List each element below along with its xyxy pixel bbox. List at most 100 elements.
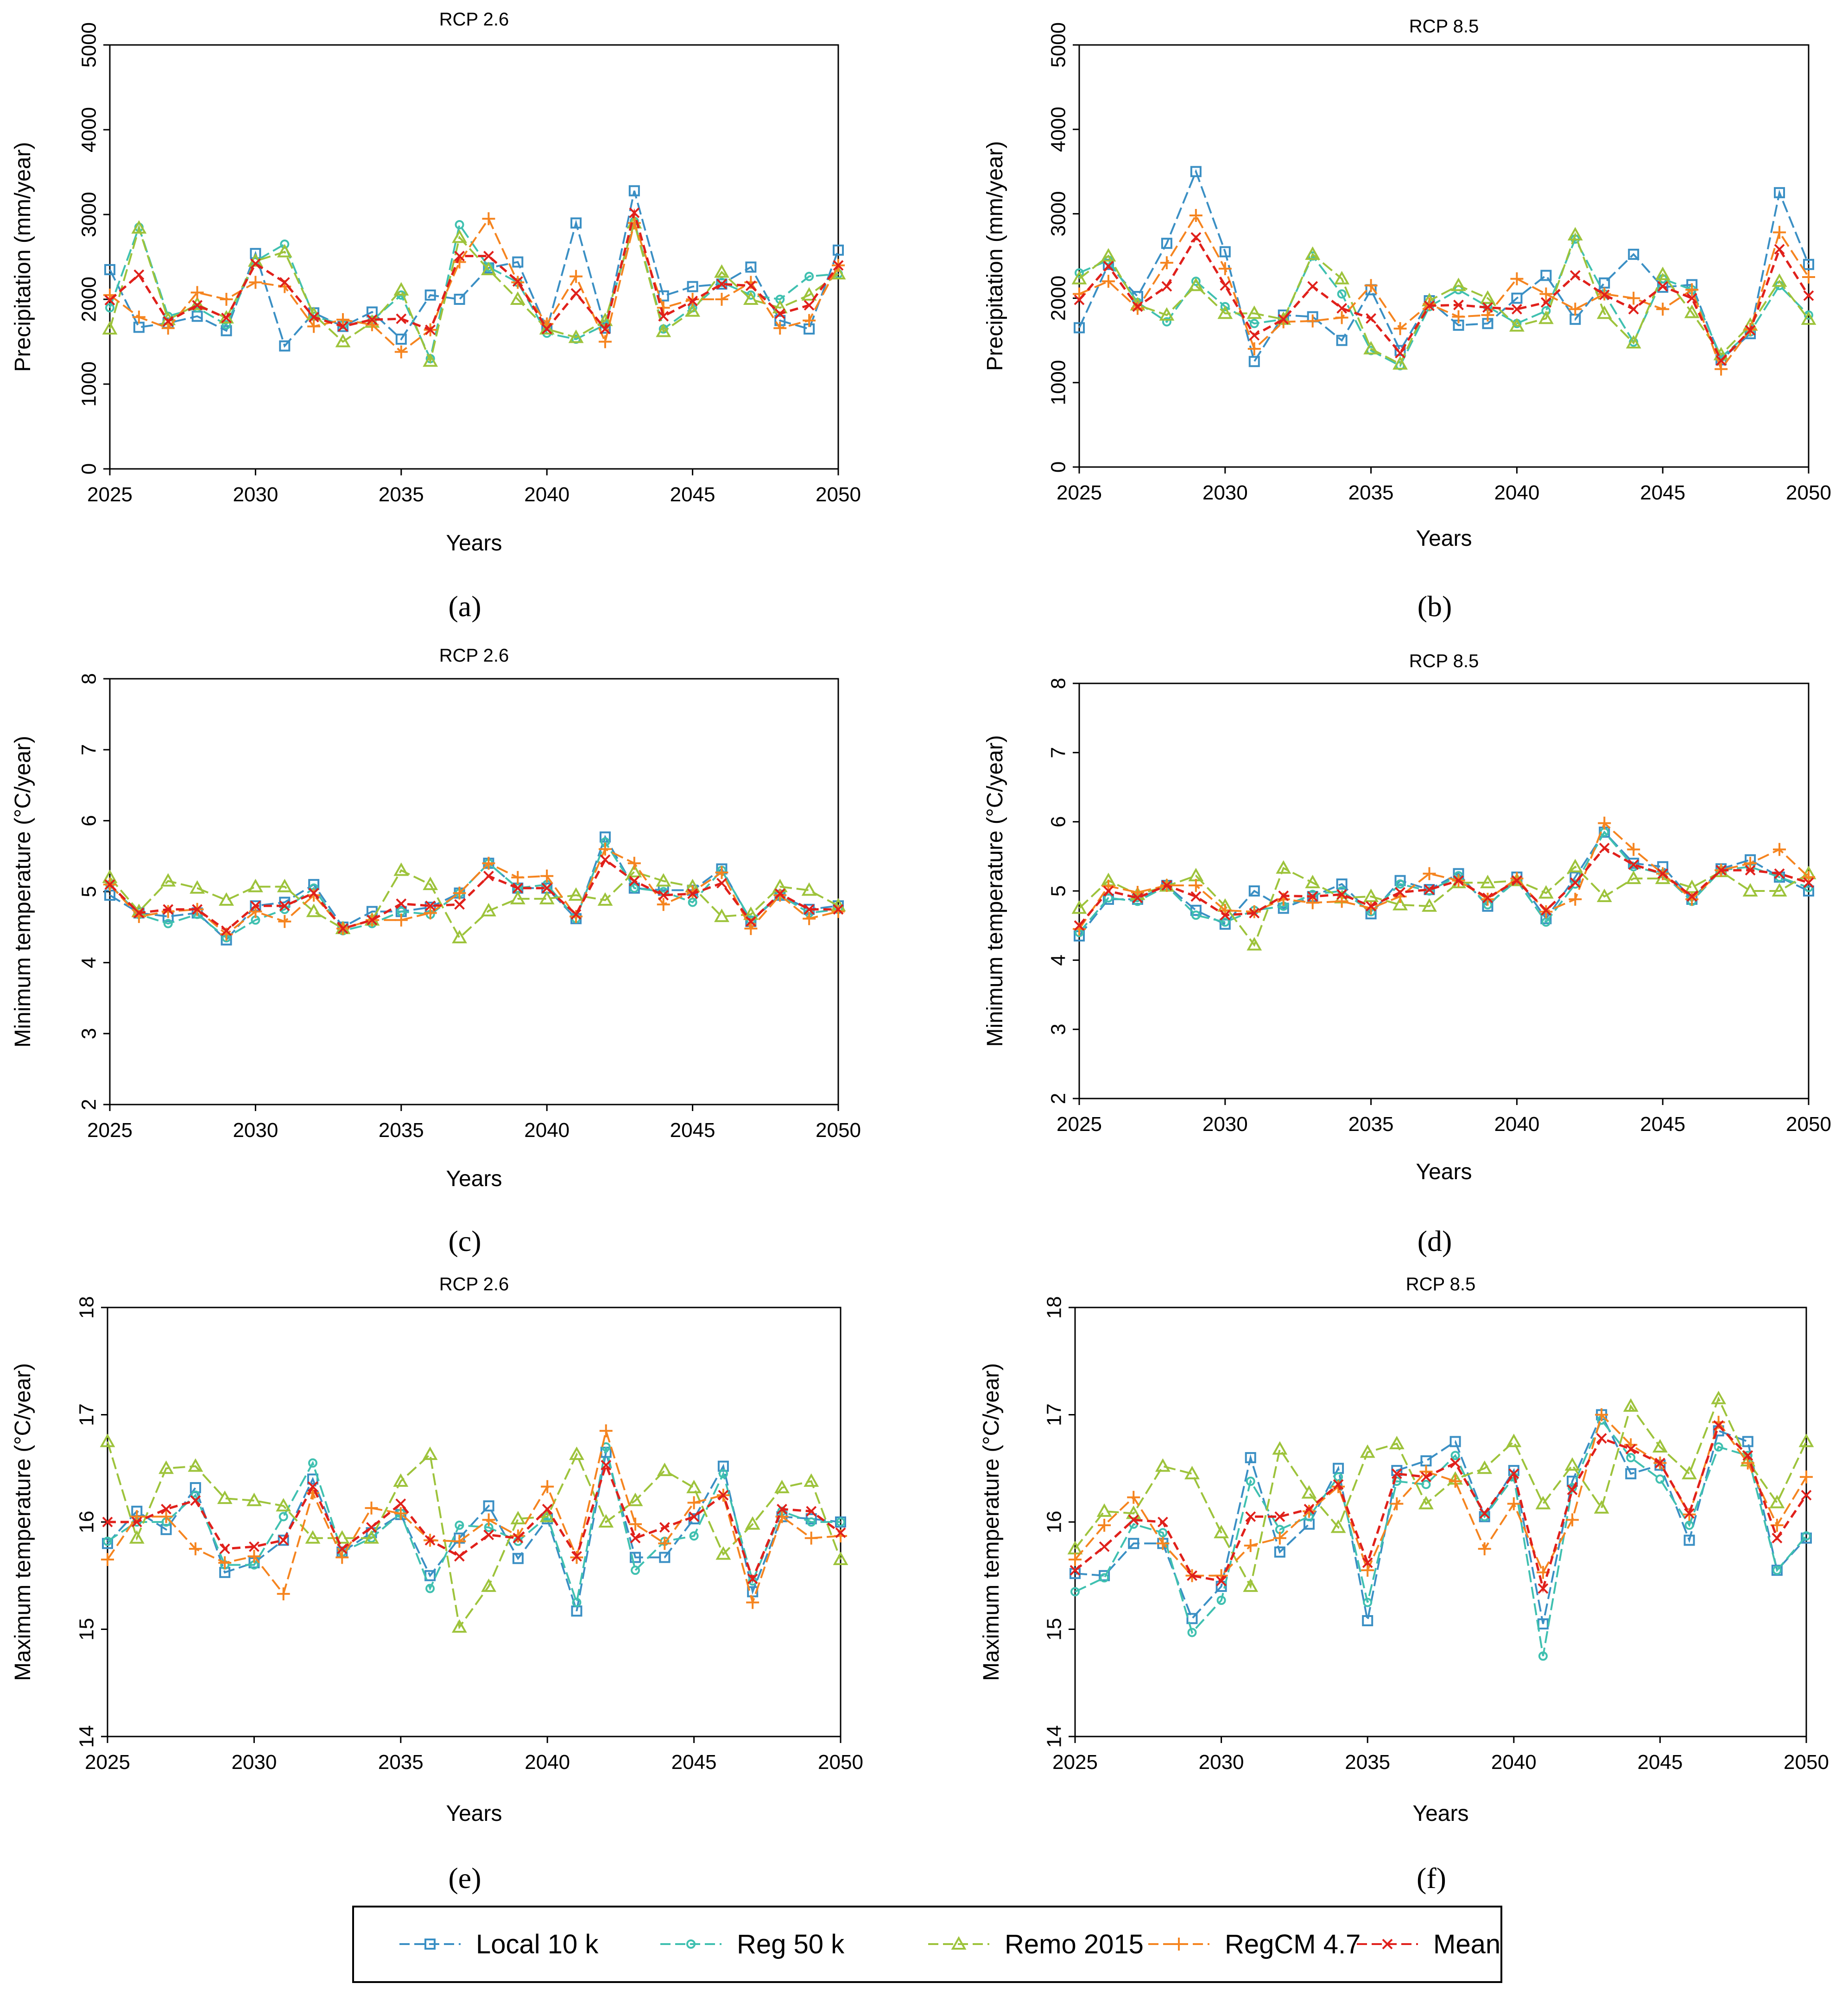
data-point — [835, 1527, 846, 1538]
y-tick-label: 4 — [78, 957, 101, 968]
data-point — [689, 1511, 700, 1522]
data-point — [1511, 292, 1523, 304]
data-point — [1715, 355, 1727, 366]
series-line — [109, 847, 839, 935]
data-point — [278, 1512, 288, 1522]
data-point — [1594, 1500, 1609, 1514]
data-point — [570, 909, 582, 920]
data-point — [1538, 885, 1554, 899]
data-point — [541, 883, 552, 894]
data-point — [1161, 238, 1172, 249]
data-point — [1628, 248, 1639, 260]
data-point — [1336, 889, 1348, 900]
data-point — [510, 291, 525, 305]
data-point — [396, 313, 407, 324]
data-point — [659, 1552, 671, 1563]
y-tick-label: 4000 — [1047, 107, 1070, 152]
data-point — [452, 229, 467, 243]
data-point — [1306, 896, 1319, 909]
data-point — [1247, 905, 1261, 918]
series-remo — [1071, 227, 1816, 370]
x-tick-label: 2040 — [524, 483, 570, 506]
series-regcm — [1073, 816, 1815, 936]
y-tick-label: 5000 — [78, 22, 101, 68]
data-point — [425, 324, 436, 335]
x-tick-label: 2025 — [1057, 1113, 1102, 1136]
data-point — [1570, 879, 1580, 889]
legend-label: Reg 50 k — [737, 1929, 845, 1959]
data-point — [337, 923, 348, 934]
data-point — [510, 890, 525, 904]
data-point — [568, 887, 584, 901]
chart-panel: RCP 8.5 2025 2030 2035 2040 2045 2050 2 3 4 5 6 7 8 Ye… — [983, 651, 1831, 1257]
data-point — [511, 871, 525, 884]
data-point — [774, 308, 785, 319]
legend-plus-icon — [1172, 1938, 1185, 1951]
series-mean — [104, 207, 844, 335]
data-point — [1538, 310, 1554, 324]
data-point — [539, 321, 555, 335]
data-point — [1482, 302, 1493, 313]
x-axis-label: Years — [446, 1167, 502, 1191]
data-point — [688, 897, 697, 907]
data-point — [1274, 1511, 1285, 1522]
data-point — [1453, 299, 1464, 310]
data-point — [247, 878, 263, 892]
y-axis-label: Precipitation (mm/year) — [983, 141, 1007, 371]
data-point — [483, 1500, 494, 1512]
data-point — [745, 280, 756, 291]
x-tick-label: 2045 — [670, 1119, 715, 1142]
data-point — [394, 913, 408, 927]
data-point — [630, 1552, 641, 1563]
series-line — [1078, 865, 1810, 947]
x-tick-label: 2050 — [1786, 1113, 1831, 1136]
x-tick-label: 2030 — [1199, 1751, 1244, 1774]
data-point — [1190, 232, 1202, 243]
data-point — [1627, 843, 1640, 856]
x-tick-label: 2050 — [1786, 481, 1831, 504]
data-point — [1477, 1460, 1493, 1474]
data-point — [1452, 310, 1465, 323]
plot-frame — [1074, 1307, 1807, 1737]
data-point — [1655, 1474, 1665, 1484]
data-point — [656, 873, 671, 887]
data-point — [1508, 1468, 1519, 1479]
data-point — [1220, 280, 1231, 291]
data-point — [335, 334, 351, 347]
data-point — [308, 888, 319, 898]
data-point — [220, 293, 233, 306]
data-point — [1713, 1420, 1724, 1431]
legend-diamond-icon — [686, 1939, 696, 1949]
data-point — [1364, 279, 1378, 292]
data-point — [105, 303, 114, 313]
x-tick-label: 2025 — [85, 1751, 130, 1774]
data-point — [1482, 892, 1493, 903]
data-point — [1099, 1570, 1110, 1581]
data-point — [832, 905, 845, 918]
data-point — [1509, 318, 1525, 332]
data-point — [1336, 878, 1348, 890]
data-point — [627, 216, 641, 230]
x-tick-label: 2040 — [524, 1119, 570, 1142]
data-point — [1330, 1519, 1346, 1533]
data-point — [1481, 309, 1494, 322]
series-line — [109, 219, 839, 365]
data-point — [1623, 1398, 1639, 1412]
data-point — [743, 906, 759, 920]
data-point — [512, 1553, 524, 1564]
series-line — [1078, 821, 1810, 930]
series-mean — [1070, 1420, 1812, 1594]
data-point — [1071, 900, 1087, 914]
data-point — [1161, 880, 1172, 891]
data-point — [129, 1530, 145, 1544]
y-tick-label: 5000 — [1047, 22, 1070, 68]
data-point — [1392, 1477, 1402, 1486]
series-line — [1078, 169, 1810, 364]
data-point — [454, 251, 465, 262]
data-point — [1507, 1497, 1520, 1510]
data-point — [336, 313, 350, 326]
series-local — [104, 185, 844, 352]
panel-label: (f) — [1417, 1862, 1446, 1895]
series-reg — [1075, 234, 1813, 371]
data-point — [1421, 1479, 1431, 1489]
